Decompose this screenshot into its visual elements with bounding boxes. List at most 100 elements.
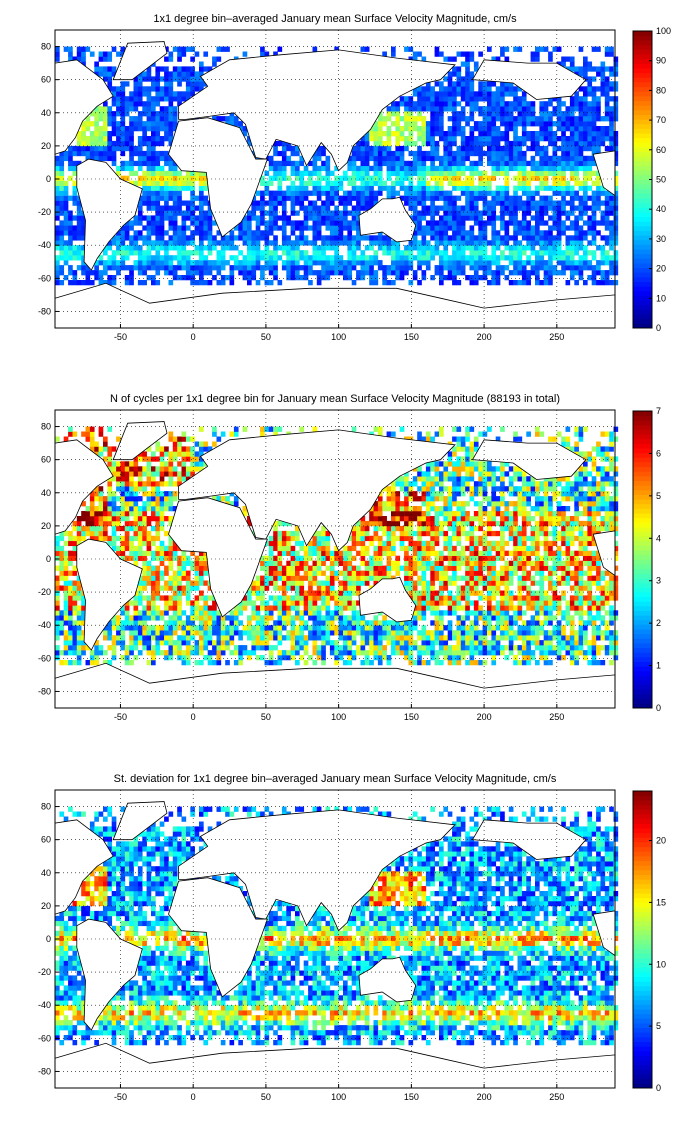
heatmap-cell [408, 185, 414, 191]
heatmap-cell [137, 496, 143, 502]
heatmap-cell [425, 190, 431, 196]
heatmap-cell [220, 630, 226, 636]
heatmap-cell [556, 240, 562, 246]
heatmap-cell [491, 101, 497, 107]
heatmap-cell [439, 131, 444, 137]
heatmap-cell [583, 155, 588, 162]
heatmap-cell [382, 275, 387, 281]
heatmap-cell [491, 255, 497, 261]
heatmap-cell [530, 170, 536, 176]
heatmap-cell [68, 605, 73, 611]
heatmap-cell [172, 630, 178, 636]
heatmap-cell [299, 190, 305, 196]
heatmap-cell [369, 126, 374, 132]
heatmap-cell [504, 111, 510, 117]
heatmap-cell [159, 575, 165, 581]
heatmap-cell [107, 630, 113, 636]
heatmap-cell [68, 160, 73, 167]
heatmap-cell [417, 225, 422, 231]
heatmap-cell [412, 200, 418, 206]
heatmap-cell [124, 506, 130, 512]
heatmap-cell [587, 205, 593, 211]
heatmap-cell [212, 235, 217, 241]
heatmap-cell [460, 150, 466, 157]
heatmap-cell [421, 205, 427, 211]
heatmap-cell [399, 250, 405, 256]
heatmap-cell [181, 76, 187, 82]
heatmap-cell [273, 555, 278, 561]
heatmap-cell [425, 185, 431, 191]
heatmap-cell [142, 111, 147, 117]
heatmap-cell [247, 635, 252, 641]
heatmap-cell [137, 81, 143, 87]
heatmap-cell [142, 456, 147, 462]
heatmap-cell [151, 96, 156, 102]
heatmap-cell [469, 275, 475, 281]
heatmap-cell [565, 145, 571, 152]
heatmap-cell [408, 111, 414, 117]
heatmap-cell [172, 650, 178, 656]
heatmap-cell [146, 530, 152, 537]
heatmap-cell [325, 610, 331, 616]
heatmap-cell [591, 140, 597, 147]
heatmap-cell [146, 645, 152, 651]
heatmap-cell [68, 220, 73, 226]
heatmap-cell [155, 610, 161, 616]
heatmap-cell [55, 56, 60, 62]
heatmap-cell [321, 625, 326, 631]
heatmap-cell [491, 215, 497, 221]
heatmap-cell [124, 280, 130, 286]
y-tick-label: 40 [41, 108, 51, 118]
heatmap-cell [452, 240, 457, 246]
heatmap-cell [133, 501, 139, 507]
x-tick-label: -50 [114, 332, 127, 342]
heatmap-cell [242, 650, 248, 656]
heatmap-cell [508, 200, 514, 206]
heatmap-cell [356, 165, 361, 172]
heatmap-cell [181, 630, 187, 636]
heatmap-cell [268, 255, 274, 261]
heatmap-cell [312, 640, 318, 646]
heatmap-cell [596, 220, 601, 226]
heatmap-cell [281, 150, 287, 157]
colorbar-segment [633, 147, 652, 153]
heatmap-cell [59, 180, 65, 186]
heatmap-cell [63, 530, 69, 537]
heatmap-cell [425, 81, 431, 87]
heatmap-cell [129, 220, 134, 226]
heatmap-cell [508, 155, 514, 162]
heatmap-cell [343, 190, 348, 196]
heatmap-cell [107, 245, 113, 251]
heatmap-cell [482, 121, 488, 127]
heatmap-cell [408, 205, 414, 211]
heatmap-cell [587, 260, 593, 266]
heatmap-cell [177, 600, 182, 606]
heatmap-cell [116, 520, 121, 527]
heatmap-cell [68, 660, 73, 666]
heatmap-cell [290, 565, 296, 571]
heatmap-cell [583, 255, 588, 261]
heatmap-cell [312, 160, 318, 167]
heatmap-cell [377, 140, 383, 147]
heatmap-cell [591, 220, 597, 226]
heatmap-cell [142, 535, 147, 542]
heatmap-cell [343, 240, 348, 246]
heatmap-cell [260, 560, 265, 566]
heatmap-cell [185, 650, 191, 656]
heatmap-cell [561, 180, 566, 186]
heatmap-cell [351, 205, 357, 211]
heatmap-cell [168, 170, 174, 176]
heatmap-cell [447, 131, 453, 137]
heatmap-cell [316, 270, 322, 276]
heatmap-cell [299, 275, 305, 281]
heatmap-cell [487, 81, 492, 87]
heatmap-cell [55, 185, 60, 191]
heatmap-cell [273, 660, 278, 666]
heatmap-cell [521, 210, 527, 216]
heatmap-cell [452, 210, 457, 216]
heatmap-cell [316, 180, 322, 186]
heatmap-cell [146, 625, 152, 631]
heatmap-cell [439, 215, 444, 221]
heatmap-cell [329, 270, 335, 276]
heatmap-cell [343, 235, 348, 241]
